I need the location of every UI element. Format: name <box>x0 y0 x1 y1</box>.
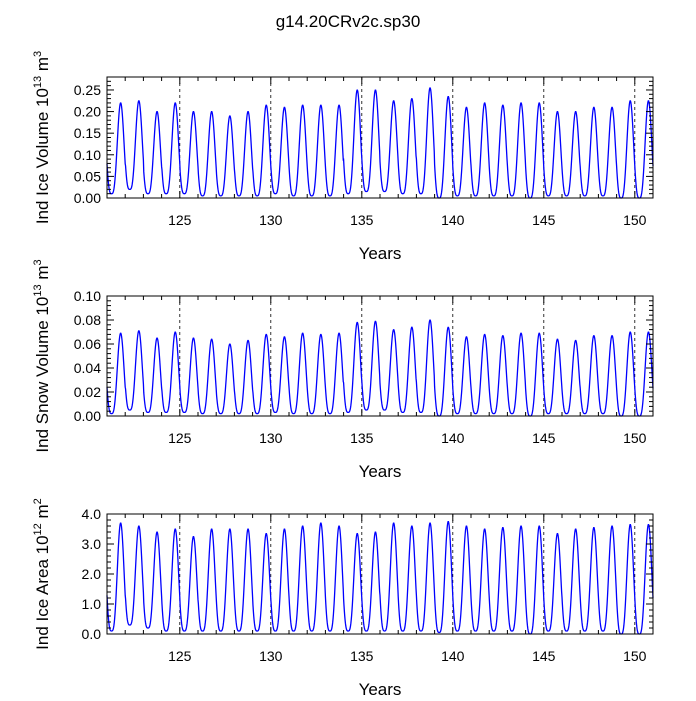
y-tick-label: 2.0 <box>82 566 102 582</box>
series-line <box>106 319 654 417</box>
x-tick-label: 150 <box>623 212 647 228</box>
chart-title: g14.20CRv2c.sp30 <box>276 12 421 31</box>
panel-1: 125 130 135 140 145 150 0.00 0.05 0.10 0.15 0.20 0.… <box>32 51 654 263</box>
y-tick-label: 0.05 <box>74 168 101 184</box>
y-tick-label: 0.02 <box>74 384 101 400</box>
y-tick-label: 3.0 <box>82 536 102 552</box>
x-axis-label: Years <box>359 462 402 481</box>
y-tick-label: 0.20 <box>74 104 101 120</box>
y-tick-label: 0.25 <box>74 82 101 98</box>
y-tick-label: 0.00 <box>74 408 101 424</box>
x-tick-label: 125 <box>168 212 192 228</box>
y-tick-label: 0.04 <box>74 360 101 376</box>
x-tick-label: 135 <box>350 430 374 446</box>
y-tick-label: 4.0 <box>82 506 102 522</box>
x-tick-label: 140 <box>441 648 465 664</box>
y-tick-label: 0.06 <box>74 336 101 352</box>
y-axis-label: Ind Ice Area 1012 m2 <box>32 498 52 650</box>
plot-frame <box>106 513 654 635</box>
y-tick-label: 0.10 <box>74 147 101 163</box>
x-tick-label: 145 <box>532 648 556 664</box>
x-tick-label: 125 <box>168 648 192 664</box>
y-axis-label: Ind Ice Volume 1013 m3 <box>32 51 52 224</box>
x-tick-label: 130 <box>259 212 283 228</box>
x-tick-label: 140 <box>441 212 465 228</box>
x-tick-label: 150 <box>623 430 647 446</box>
plot-frame <box>106 76 654 199</box>
x-tick-label: 135 <box>350 212 374 228</box>
x-tick-label: 125 <box>168 430 192 446</box>
y-tick-label: 0.08 <box>74 312 101 328</box>
y-tick-label: 0.00 <box>74 190 101 206</box>
x-axis-label: Years <box>359 244 402 263</box>
x-tick-label: 135 <box>350 648 374 664</box>
x-tick-label: 140 <box>441 430 465 446</box>
panel-3: 125 130 135 140 145 150 0.0 1.0 2.0 3.0 4.0 Years In… <box>32 498 654 699</box>
plot-frame <box>106 295 654 417</box>
series-line <box>106 521 654 635</box>
y-tick-label: 0.0 <box>82 626 102 642</box>
x-tick-label: 145 <box>532 212 556 228</box>
y-axis-label: Ind Snow Volume 1013 m3 <box>32 259 52 452</box>
x-tick-label: 130 <box>259 648 283 664</box>
x-axis-label: Years <box>359 680 402 696</box>
x-tick-label: 130 <box>259 430 283 446</box>
y-tick-label: 0.10 <box>74 288 101 304</box>
x-tick-label: 145 <box>532 430 556 446</box>
y-tick-label: 1.0 <box>82 596 102 612</box>
panel-2: 125 130 135 140 145 150 0.00 0.02 0.04 0.06 0.08 0.… <box>32 259 654 481</box>
series-line <box>106 87 654 199</box>
y-tick-label: 0.15 <box>74 125 101 141</box>
x-tick-label: 150 <box>623 648 647 664</box>
